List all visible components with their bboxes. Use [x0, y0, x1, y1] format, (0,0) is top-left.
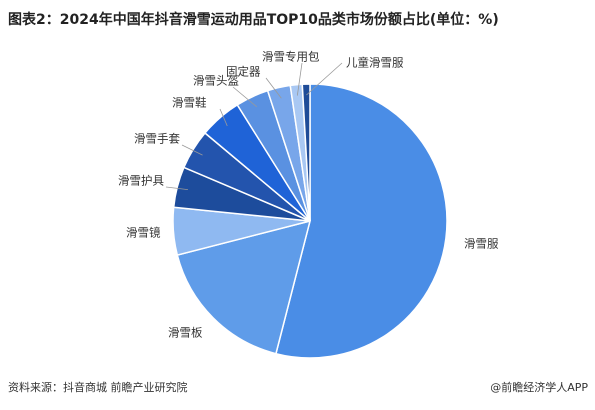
slice-label: 滑雪板 — [168, 326, 203, 340]
leader-line — [306, 62, 343, 96]
leader-line — [265, 77, 282, 99]
slice-label: 滑雪镜 — [126, 226, 161, 240]
chart-title: 图表2：2024年中国年抖音滑雪运动用品TOP10品类市场份额占比(单位：%) — [8, 11, 499, 28]
leader-line — [219, 108, 228, 127]
pie-slice — [301, 83, 311, 222]
slice-label: 滑雪鞋 — [172, 96, 207, 110]
slice-label: 固定器 — [226, 65, 261, 79]
slice-label: 滑雪服 — [464, 237, 499, 251]
source: 资料来源：抖音商城 前瞻产业研究院 — [8, 380, 188, 394]
leader-line — [165, 186, 188, 191]
leader-line — [296, 62, 303, 96]
slice-label: 滑雪专用包 — [262, 50, 320, 64]
pie-slice — [176, 219, 312, 355]
leader-line — [181, 144, 203, 156]
slice-label: 儿童滑雪服 — [346, 56, 404, 70]
leader-line — [232, 86, 257, 108]
slice-label: 滑雪头盔 — [193, 74, 239, 88]
brand: @前瞻经济学人APP — [490, 380, 588, 394]
pie-slice — [275, 83, 448, 359]
slice-label: 滑雪手套 — [134, 132, 180, 146]
slice-label: 滑雪护具 — [118, 174, 164, 188]
